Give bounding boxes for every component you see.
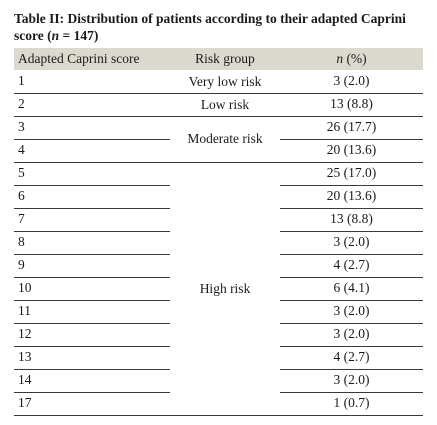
header-risk-group: Risk group <box>195 51 255 66</box>
value-row-divider <box>280 116 423 117</box>
n-percent-cell: 3 (2.0) <box>333 372 370 387</box>
score-cell: 4 <box>18 142 25 157</box>
score-cell: 8 <box>18 234 25 249</box>
score-row-divider <box>14 369 170 370</box>
n-percent-cell: 3 (2.0) <box>333 326 370 341</box>
value-row-divider <box>280 277 423 278</box>
risk-group-label: Very low risk <box>188 74 262 89</box>
n-percent-cell: 3 (2.0) <box>333 73 370 88</box>
score-cell: 12 <box>18 326 32 341</box>
score-cell: 10 <box>18 280 32 295</box>
table-bottom-rule <box>14 415 423 416</box>
table-header <box>14 48 423 70</box>
n-percent-cell: 1 (0.7) <box>333 395 370 410</box>
n-percent-cell: 6 (4.1) <box>333 280 370 295</box>
score-row-divider <box>14 185 170 186</box>
score-row-divider <box>14 116 170 117</box>
n-percent-cell: 13 (8.8) <box>330 96 373 111</box>
value-row-divider <box>280 139 423 140</box>
n-percent-cell: 4 (2.7) <box>333 257 370 272</box>
value-row-divider <box>280 185 423 186</box>
value-row-divider <box>280 392 423 393</box>
n-percent-cell: 26 (17.7) <box>326 119 377 134</box>
score-row-divider <box>14 139 170 140</box>
score-cell: 14 <box>18 372 32 387</box>
score-cell: 3 <box>18 119 25 134</box>
n-percent-cell: 25 (17.0) <box>326 165 377 180</box>
caption-n: n <box>51 28 60 43</box>
score-cell: 9 <box>18 257 25 272</box>
score-cell: 11 <box>18 303 31 318</box>
n-percent-cell: 13 (8.8) <box>330 211 373 226</box>
risk-group-label: Low risk <box>200 97 250 112</box>
caption-prefix: Table II: Distribution of patients accor… <box>14 11 406 43</box>
group-divider <box>170 162 280 163</box>
value-row-divider <box>280 208 423 209</box>
score-row-divider <box>14 300 170 301</box>
score-cell: 5 <box>18 165 25 180</box>
score-row-divider <box>14 93 170 94</box>
group-divider <box>170 93 280 94</box>
score-cell: 13 <box>18 349 32 364</box>
score-cell: 6 <box>18 188 25 203</box>
value-row-divider <box>280 323 423 324</box>
value-row-divider <box>280 162 423 163</box>
value-row-divider <box>280 254 423 255</box>
value-row-divider <box>280 93 423 94</box>
score-cell: 2 <box>18 96 25 111</box>
score-row-divider <box>14 392 170 393</box>
caption-suffix: = 147) <box>59 28 99 43</box>
score-row-divider <box>14 254 170 255</box>
n-percent-cell: 3 (2.0) <box>333 303 370 318</box>
header-percent: (%) <box>343 51 367 66</box>
value-row-divider <box>280 300 423 301</box>
table-caption: Table II: Distribution of patients accor… <box>14 10 424 44</box>
n-percent-cell: 20 (13.6) <box>326 142 377 157</box>
n-percent-cell: 20 (13.6) <box>326 188 377 203</box>
score-row-divider <box>14 346 170 347</box>
score-row-divider <box>14 277 170 278</box>
header-n-percent: n (%) <box>280 50 423 68</box>
value-row-divider <box>280 369 423 370</box>
n-percent-cell: 4 (2.7) <box>333 349 370 364</box>
score-row-divider <box>14 323 170 324</box>
score-row-divider <box>14 231 170 232</box>
risk-group-label: High risk <box>199 281 251 296</box>
n-percent-cell: 3 (2.0) <box>333 234 370 249</box>
header-n: n <box>336 51 344 66</box>
score-row-divider <box>14 162 170 163</box>
risk-group-label: Moderate risk <box>187 131 263 146</box>
value-row-divider <box>280 346 423 347</box>
score-cell: 7 <box>18 211 25 226</box>
score-cell: 17 <box>18 395 32 410</box>
score-cell: 1 <box>18 73 25 88</box>
header-score: Adapted Caprini score <box>18 51 140 66</box>
score-row-divider <box>14 208 170 209</box>
value-row-divider <box>280 231 423 232</box>
group-divider <box>170 116 280 117</box>
